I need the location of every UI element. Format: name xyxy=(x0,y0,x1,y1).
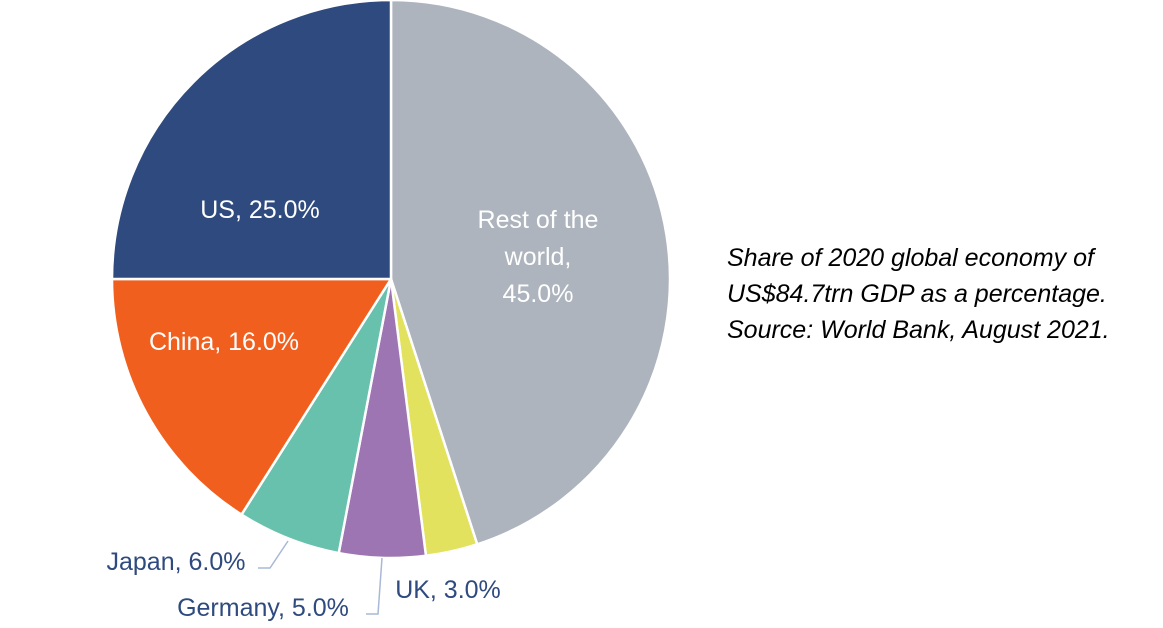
data-label-germany: Germany, 5.0% xyxy=(177,594,349,622)
note-line: US$84.7trn GDP as a percentage. xyxy=(727,280,1107,308)
data-label-line: Rest of the xyxy=(478,206,599,234)
data-label-line: China, 16.0% xyxy=(149,328,299,356)
pie-slice-rest-of-the-world xyxy=(389,0,672,546)
note-line: Source: World Bank, August 2021. xyxy=(727,316,1110,344)
data-label-rest-of-the-world: Rest of the world, 45.0% xyxy=(478,206,599,308)
data-label-japan: Japan, 6.0% xyxy=(107,548,246,576)
data-label-us: US, 25.0% xyxy=(200,196,320,224)
data-label-line: UK, 3.0% xyxy=(395,576,501,604)
pie-slice-china xyxy=(110,277,393,516)
leader-line xyxy=(258,540,289,569)
data-label-china: China, 16.0% xyxy=(149,328,299,356)
data-label-line: 45.0% xyxy=(503,280,574,308)
pie-slice-us xyxy=(110,0,393,281)
note-line: Share of 2020 global economy of xyxy=(727,244,1094,272)
data-label-line: Japan, 6.0% xyxy=(107,548,246,576)
data-label-uk: UK, 3.0% xyxy=(395,576,501,604)
chart-note: Share of 2020 global economy of US$84.7t… xyxy=(727,240,1110,348)
data-label-line: world, xyxy=(504,243,572,271)
data-label-line: US, 25.0% xyxy=(200,196,320,224)
leader-line xyxy=(366,557,383,615)
data-label-line: Germany, 5.0% xyxy=(177,594,349,622)
